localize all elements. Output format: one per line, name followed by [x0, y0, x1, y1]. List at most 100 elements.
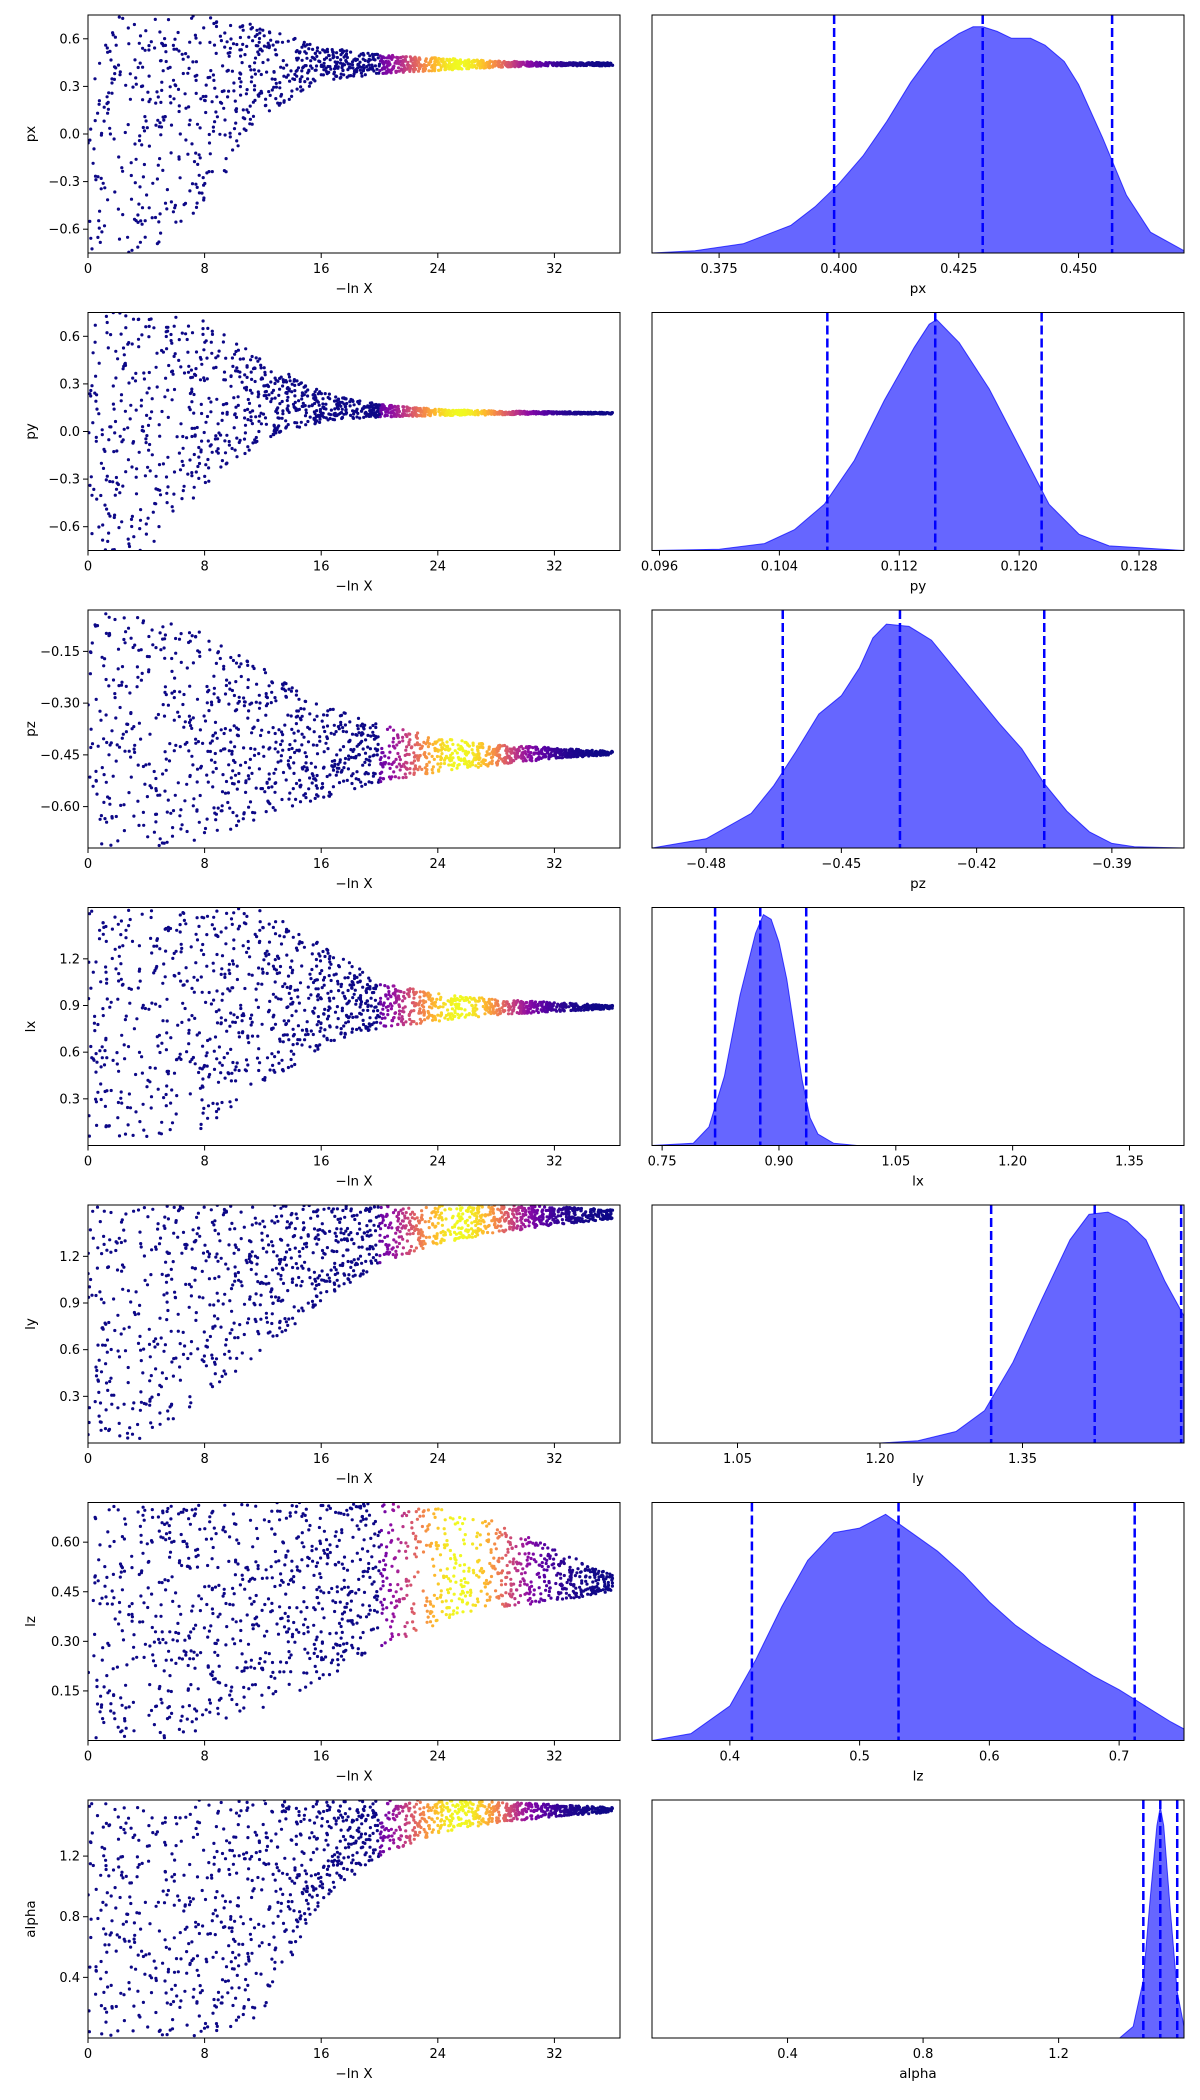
- sample-point: [223, 118, 227, 122]
- sample-point: [392, 412, 396, 417]
- sample-point: [396, 751, 400, 756]
- sample-point: [105, 320, 109, 325]
- sample-point: [222, 731, 226, 736]
- sample-point: [407, 743, 411, 747]
- sample-point: [387, 762, 391, 766]
- sample-point: [104, 631, 108, 636]
- sample-point: [145, 654, 149, 659]
- sample-point: [151, 510, 155, 514]
- sample-point: [321, 397, 325, 401]
- sample-point: [314, 778, 318, 782]
- sample-point: [316, 794, 320, 798]
- sample-point: [93, 340, 97, 344]
- sample-point: [126, 26, 130, 30]
- sample-point: [259, 366, 263, 370]
- sample-point: [404, 775, 408, 780]
- sample-point: [290, 959, 294, 963]
- sample-point: [101, 538, 105, 542]
- sample-point: [209, 410, 213, 414]
- sample-point: [207, 688, 211, 692]
- posterior-density-pz: [652, 623, 1184, 848]
- sample-point: [239, 674, 243, 679]
- sample-point: [330, 759, 334, 763]
- sample-point: [217, 349, 221, 353]
- sample-point: [190, 387, 194, 391]
- sample-point: [285, 985, 289, 990]
- sample-point: [161, 625, 165, 629]
- sample-point: [315, 743, 319, 747]
- sample-point: [160, 409, 164, 414]
- sample-point: [94, 1097, 98, 1101]
- sample-point: [325, 1017, 330, 1021]
- sample-point: [133, 181, 137, 185]
- sample-point: [368, 759, 372, 763]
- sample-point: [362, 405, 366, 409]
- sample-point: [177, 155, 181, 159]
- sample-point: [145, 434, 149, 438]
- sample-point: [255, 28, 259, 32]
- sample-point: [293, 988, 297, 992]
- sample-point: [109, 58, 113, 62]
- trace-samples-pz: [88, 612, 615, 848]
- sample-point: [395, 55, 399, 60]
- sample-point: [99, 1082, 103, 1086]
- sample-point: [361, 763, 365, 767]
- sample-point: [201, 319, 205, 323]
- sample-point: [91, 970, 95, 974]
- sample-point: [251, 114, 256, 118]
- x-tick-label: 8: [200, 560, 208, 575]
- sample-point: [195, 201, 199, 205]
- sample-point: [377, 1015, 381, 1019]
- sample-point: [540, 752, 544, 756]
- sample-point: [382, 71, 387, 75]
- sample-point: [309, 64, 313, 68]
- sample-point: [145, 193, 149, 197]
- sample-point: [195, 1033, 199, 1037]
- sample-point: [366, 745, 370, 749]
- sample-point: [427, 742, 432, 746]
- sample-point: [184, 52, 188, 56]
- sample-point: [450, 738, 454, 742]
- sample-point: [534, 410, 538, 414]
- sample-point: [177, 49, 181, 53]
- sample-point: [136, 337, 141, 341]
- sample-point: [191, 496, 195, 500]
- sample-point: [294, 797, 298, 802]
- sample-point: [256, 50, 260, 54]
- sample-point: [124, 684, 128, 689]
- sample-point: [202, 1106, 206, 1110]
- sample-point: [202, 952, 206, 957]
- sample-point: [108, 479, 112, 484]
- sample-point: [247, 777, 251, 781]
- sample-point: [465, 60, 469, 64]
- sample-point: [232, 396, 236, 400]
- sample-point: [165, 997, 169, 1001]
- sample-point: [309, 81, 313, 85]
- sample-point: [90, 493, 94, 497]
- sample-point: [249, 370, 253, 374]
- sample-point: [114, 475, 118, 480]
- sample-point: [325, 50, 330, 54]
- sample-point: [201, 332, 205, 336]
- sample-point: [203, 340, 207, 344]
- sample-point: [90, 742, 95, 746]
- sample-point: [449, 63, 453, 67]
- sample-point: [600, 752, 604, 757]
- sample-point: [218, 132, 222, 136]
- sample-point: [108, 49, 112, 54]
- sample-point: [337, 766, 341, 770]
- sample-point: [119, 933, 123, 937]
- sample-point: [273, 1055, 277, 1059]
- sample-point: [178, 930, 182, 934]
- sample-point: [137, 345, 141, 349]
- sample-point: [460, 739, 464, 743]
- sample-point: [231, 364, 235, 368]
- sample-point: [300, 75, 304, 79]
- sample-point: [286, 395, 290, 399]
- sample-point: [151, 643, 155, 647]
- sample-point: [483, 65, 487, 69]
- sample-point: [165, 1019, 169, 1023]
- sample-point: [373, 64, 377, 68]
- sample-point: [299, 420, 303, 424]
- sample-point: [445, 413, 449, 417]
